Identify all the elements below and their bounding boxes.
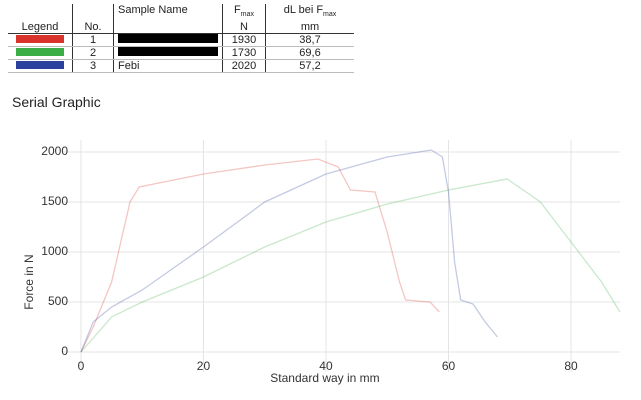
y-tick-label: 0	[61, 344, 68, 358]
table-cell: 3	[72, 59, 114, 74]
table-cell: 1730	[222, 46, 266, 61]
table-cell	[113, 46, 223, 61]
y-tick-label: 2000	[41, 144, 68, 158]
x-tick-label: 60	[442, 359, 456, 373]
x-axis-label: Standard way in mm	[270, 371, 379, 385]
table-cell: 2	[72, 46, 114, 61]
header: N	[240, 21, 248, 34]
header: Legend	[8, 4, 73, 35]
header: max	[323, 11, 337, 19]
x-tick-label: 80	[564, 359, 578, 373]
section-title: Serial Graphic	[12, 94, 101, 110]
header: Sample Name	[113, 4, 223, 35]
legend-swatch	[16, 48, 64, 57]
legend-table: Legend No. Sample Name Fmax N dL bei Fmax…	[8, 4, 354, 74]
redacted	[118, 47, 218, 57]
series-line	[80, 158, 440, 353]
table-cell	[113, 33, 223, 48]
redacted	[118, 34, 218, 44]
header: dL bei F	[283, 4, 324, 16]
x-tick-label: 40	[319, 359, 333, 373]
table-row: 2 1730 69,6	[8, 46, 354, 61]
table-cell: 38,7	[265, 33, 354, 48]
table-cell: 1	[72, 33, 114, 48]
y-tick-label: 1000	[41, 244, 68, 258]
header: max	[240, 11, 254, 19]
x-tick-label: 0	[78, 359, 85, 373]
header: mm	[300, 21, 320, 34]
table-cell: Febi	[113, 59, 223, 74]
table-row: 3 Febi 2020 57,2	[8, 59, 354, 74]
header: No.	[72, 4, 114, 35]
header: dL bei Fmax mm	[265, 4, 354, 35]
table-cell: 1930	[222, 33, 266, 48]
header: F	[234, 4, 241, 16]
header: Fmax N	[222, 4, 266, 35]
table-cell: 57,2	[265, 59, 354, 74]
y-tick-label: 500	[48, 294, 68, 308]
x-tick-label: 20	[197, 359, 211, 373]
series-line	[80, 149, 499, 353]
table-cell: 69,6	[265, 46, 354, 61]
table-cell	[8, 59, 73, 74]
series-line	[80, 178, 621, 353]
table-cell: 2020	[222, 59, 266, 74]
y-axis-label: Force in N	[22, 254, 36, 309]
legend-swatch	[16, 61, 64, 70]
legend-swatch	[16, 35, 64, 44]
table-cell	[8, 33, 73, 48]
table-row: 1 1930 38,7	[8, 33, 354, 48]
table-cell	[8, 46, 73, 61]
y-tick-label: 1500	[41, 194, 68, 208]
